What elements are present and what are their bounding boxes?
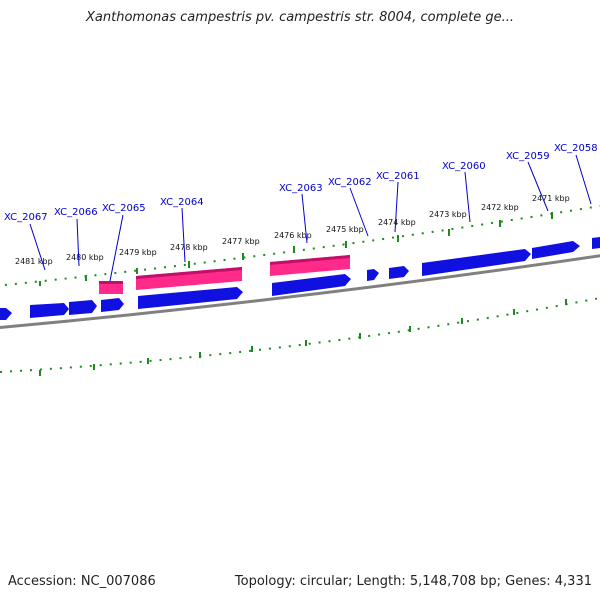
gene-fwd-2[interactable] bbox=[30, 303, 69, 318]
gene-fwd-3[interactable] bbox=[69, 300, 97, 315]
gene-label[interactable]: XC_2062 bbox=[328, 177, 372, 188]
kbp-labels: 2481 kbp 2480 kbp 2479 kbp 2478 kbp 2477… bbox=[15, 194, 570, 266]
gene-label-leaders bbox=[29, 154, 592, 282]
major-ticks bbox=[39, 212, 553, 286]
kbp-label: 2476 kbp bbox=[274, 231, 312, 240]
kbp-label: 2472 kbp bbox=[481, 203, 519, 212]
gene-fwd-5[interactable] bbox=[138, 287, 243, 309]
gene-label[interactable]: XC_2060 bbox=[442, 161, 486, 172]
kbp-label: 2471 kbp bbox=[532, 194, 570, 203]
gene-label[interactable]: XC_2061 bbox=[376, 171, 420, 182]
gene-label[interactable]: XC_2065 bbox=[102, 203, 146, 214]
gene-label[interactable]: XC_2066 bbox=[54, 207, 98, 218]
topology-text: Topology: circular; Length: 5,148,708 bp… bbox=[234, 574, 592, 589]
inner-major-ticks bbox=[39, 299, 567, 376]
gene-XC_2064[interactable] bbox=[136, 267, 242, 290]
gene-fwd-1[interactable] bbox=[0, 308, 12, 320]
gene-labels: XC_2067 XC_2066 XC_2065 XC_2064 XC_2063 … bbox=[4, 143, 598, 223]
gene-label[interactable]: XC_2059 bbox=[506, 151, 550, 162]
gene-fwd-7[interactable] bbox=[367, 269, 379, 281]
gene-label[interactable]: XC_2064 bbox=[160, 197, 204, 208]
accession-text: Accession: NC_007086 bbox=[8, 574, 156, 589]
kbp-label: 2479 kbp bbox=[119, 248, 157, 257]
gene-fwd-10[interactable] bbox=[532, 241, 580, 259]
gene-fwd-6[interactable] bbox=[272, 274, 351, 296]
gene-fwd-9[interactable] bbox=[422, 249, 531, 276]
kbp-label: 2480 kbp bbox=[66, 253, 104, 262]
forward-genes bbox=[0, 237, 600, 320]
kbp-label: 2481 kbp bbox=[15, 257, 53, 266]
gene-fwd-11[interactable] bbox=[592, 237, 600, 249]
kbp-label: 2478 kbp bbox=[170, 243, 208, 252]
gene-label[interactable]: XC_2058 bbox=[554, 143, 598, 154]
outer-tick-track bbox=[0, 205, 600, 287]
kbp-label: 2473 kbp bbox=[429, 210, 467, 219]
gene-fwd-8[interactable] bbox=[389, 266, 409, 279]
inner-tick-track bbox=[0, 297, 600, 373]
kbp-label: 2477 kbp bbox=[222, 237, 260, 246]
kbp-label: 2474 kbp bbox=[378, 218, 416, 227]
gene-fwd-4[interactable] bbox=[101, 298, 124, 312]
reverse-genes bbox=[99, 255, 350, 294]
gene-XC_2065[interactable] bbox=[99, 281, 123, 294]
map-title: Xanthomonas campestris pv. campestris st… bbox=[86, 10, 514, 25]
kbp-label: 2475 kbp bbox=[326, 225, 364, 234]
gene-label[interactable]: XC_2063 bbox=[279, 183, 323, 194]
genome-backbone bbox=[0, 254, 600, 330]
gene-label[interactable]: XC_2067 bbox=[4, 212, 48, 223]
